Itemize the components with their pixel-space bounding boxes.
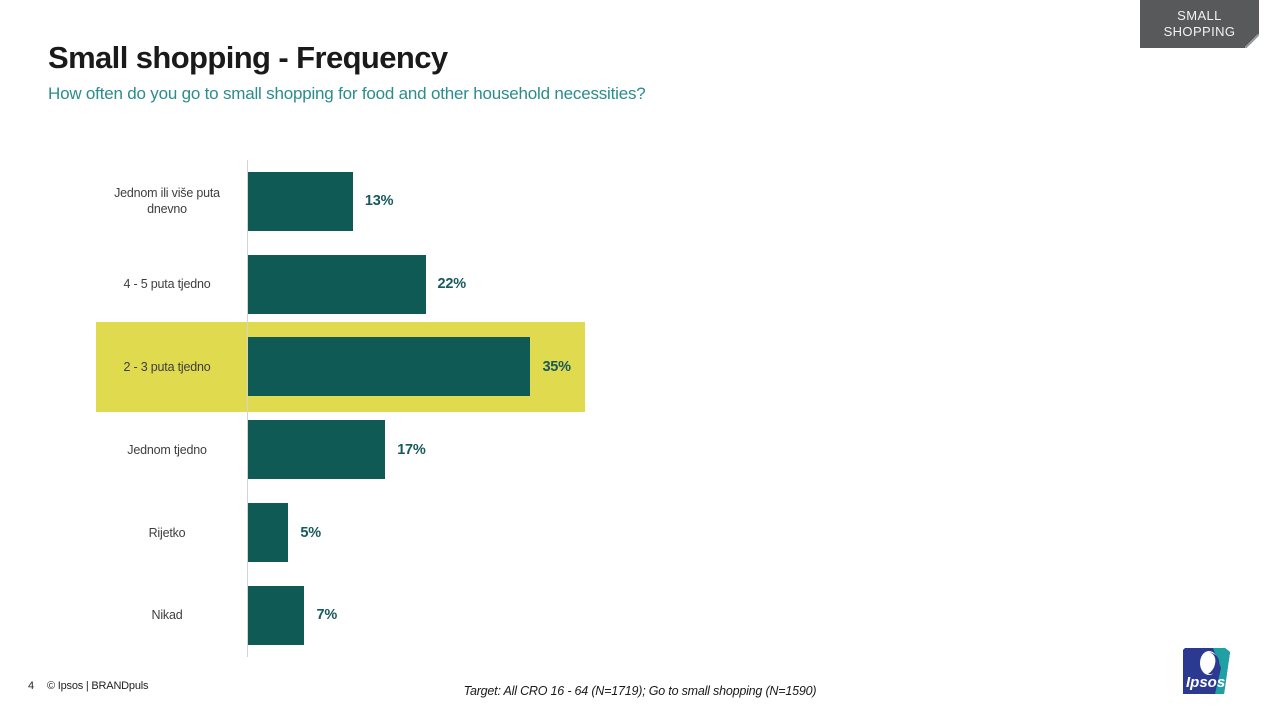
bar-value-label: 7%	[316, 607, 338, 624]
chart-row: Jednom tjedno 17%	[96, 408, 856, 491]
copyright-text: © Ipsos | BRANDpuls	[47, 680, 149, 692]
chart-row: 4 - 5 puta tjedno 22%	[96, 243, 856, 326]
bar	[248, 420, 386, 480]
bar	[248, 585, 305, 645]
bar-value-label: 5%	[300, 524, 321, 541]
bar-value-label: 17%	[397, 441, 426, 458]
ipsos-logo-icon: Ipsos	[1183, 648, 1230, 694]
bar	[248, 254, 426, 314]
survey-question-subtitle: How often do you go to small shopping fo…	[48, 84, 646, 103]
bar-category-label: Jednom ili više puta dnevno	[114, 186, 220, 217]
chart-row: Jednom ili više puta dnevno 13%	[96, 160, 856, 243]
bar-value-label: 13%	[364, 193, 394, 210]
bar-category-label: Rijetko	[148, 525, 186, 540]
chart-row: 2 - 3 puta tjedno 35%	[96, 322, 856, 412]
bar	[248, 337, 531, 397]
section-badge-line2: SHOPPING	[1163, 24, 1236, 39]
page-number: 4	[28, 680, 35, 692]
section-badge-line1: SMALL	[1177, 8, 1222, 23]
bar-category-label: 4 - 5 puta tjedno	[123, 277, 211, 292]
bar-chart: Jednom ili više puta dnevno 13% 4 - 5 puta…	[96, 160, 856, 657]
chart-axis-line	[247, 160, 248, 657]
svg-text:Ipsos: Ipsos	[1186, 674, 1225, 691]
chart-row: Rijetko 5%	[96, 491, 856, 574]
target-note: Target: All CRO 16 - 64 (N=1719); Go to …	[463, 684, 817, 698]
chart-row: Nikad 7%	[96, 574, 856, 657]
bar-category-label: 2 - 3 puta tjedno	[123, 359, 211, 374]
bar-category-label: Jednom tjedno	[127, 442, 207, 457]
bar-value-label: 35%	[542, 358, 571, 375]
bar	[248, 171, 353, 231]
bar-category-label: Nikad	[151, 608, 183, 623]
page-title: Small shopping - Frequency	[48, 40, 448, 75]
section-badge: SMALL SHOPPING	[1140, 0, 1259, 48]
bar	[248, 503, 289, 563]
bar-value-label: 22%	[437, 276, 467, 293]
